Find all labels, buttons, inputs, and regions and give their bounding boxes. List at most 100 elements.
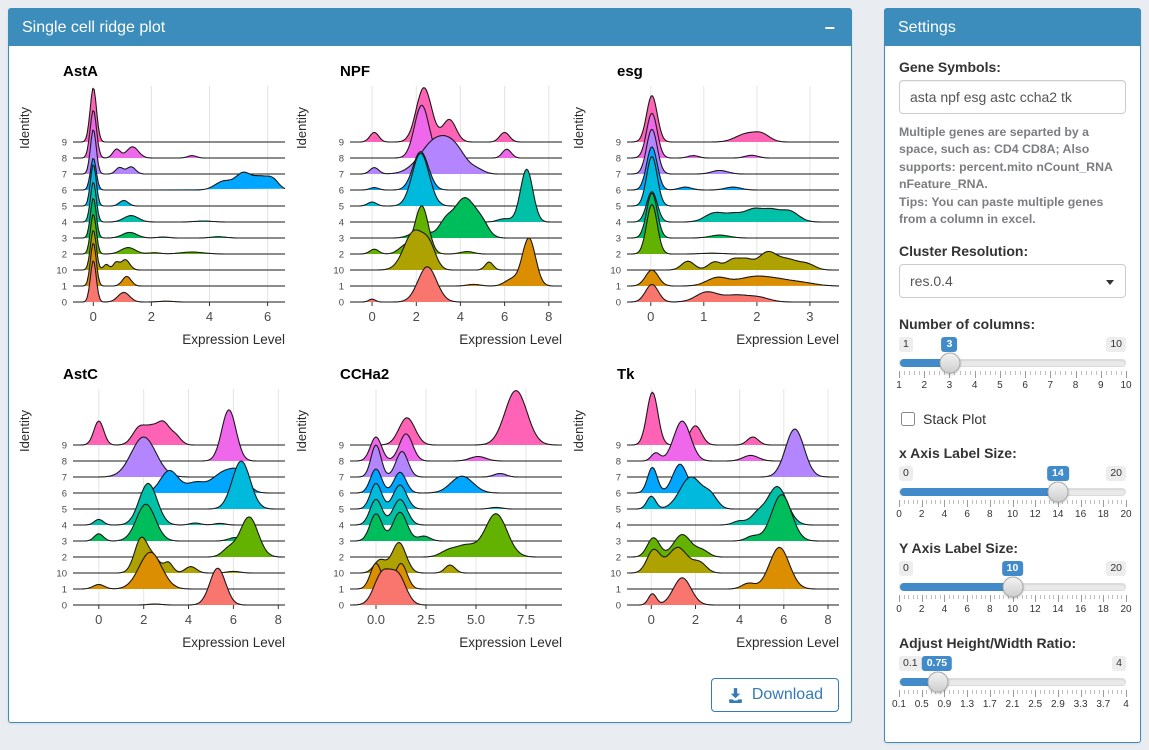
svg-text:4: 4 bbox=[616, 218, 621, 229]
settings-body: Gene Symbols: Multiple genes are separte… bbox=[885, 46, 1140, 743]
slider-track[interactable] bbox=[899, 481, 1126, 503]
slider-max-label: 20 bbox=[1106, 560, 1126, 576]
svg-text:2: 2 bbox=[339, 250, 344, 261]
gene-symbols-input[interactable] bbox=[899, 80, 1126, 114]
svg-text:5: 5 bbox=[62, 202, 67, 213]
svg-text:8: 8 bbox=[616, 154, 621, 165]
height-width-ratio-slider[interactable]: 0.1 4 0.75 0.1 0.5 0.9 1.3 1.7 2.1 2.5 2.9 3.3 3.… bbox=[892, 655, 1129, 716]
svg-text:7: 7 bbox=[339, 170, 344, 181]
svg-text:3: 3 bbox=[62, 234, 67, 245]
download-button-label: Download bbox=[751, 686, 823, 703]
cluster-resolution-select[interactable]: res.0.4 bbox=[899, 263, 1126, 298]
svg-text:10: 10 bbox=[56, 266, 67, 277]
svg-text:0: 0 bbox=[339, 601, 344, 612]
svg-text:0: 0 bbox=[62, 298, 67, 309]
slider-value-badge: 0.75 bbox=[921, 655, 953, 671]
svg-text:6: 6 bbox=[780, 612, 787, 627]
y-axis-label-size-slider[interactable]: 0 20 10 0 2 4 6 8 10 12 14 16 18 20 bbox=[896, 560, 1132, 621]
num-columns-label: Number of columns: bbox=[899, 315, 1036, 332]
ridge-plot-tk: 0 2 4 6 8 0 1 10 2 3 4 5 6 7 8 9 Tk Identity Expression Le… bbox=[569, 359, 846, 662]
svg-text:4: 4 bbox=[62, 521, 67, 532]
svg-text:8: 8 bbox=[616, 457, 621, 468]
slider-min-label: 1 bbox=[899, 336, 913, 352]
y-axis-label-size-slider-block: Y Axis Label Size: 0 20 10 0 2 4 6 8 10 12 14 16… bbox=[896, 540, 1132, 621]
svg-text:3: 3 bbox=[616, 234, 621, 245]
svg-text:6: 6 bbox=[62, 489, 67, 500]
svg-text:4: 4 bbox=[457, 309, 464, 324]
slider-grid: 0 2 4 6 8 10 12 14 16 18 20 bbox=[896, 499, 1132, 526]
slider-value-badge: 10 bbox=[1001, 560, 1024, 576]
download-row: Download bbox=[710, 678, 839, 712]
stack-plot-label: Stack Plot bbox=[923, 410, 987, 427]
svg-text:1: 1 bbox=[62, 585, 67, 596]
slider-min-label: 0 bbox=[899, 560, 913, 576]
num-columns-slider-block: Number of columns: 1 10 3 1 2 3 4 5 6 7 8 9 10 bbox=[896, 315, 1132, 397]
svg-text:Expression Level: Expression Level bbox=[182, 332, 285, 347]
slider-track[interactable] bbox=[899, 671, 1126, 693]
slider-value-badge: 3 bbox=[941, 336, 958, 352]
svg-text:1: 1 bbox=[700, 309, 707, 324]
svg-text:8: 8 bbox=[339, 154, 344, 165]
svg-text:Identity: Identity bbox=[571, 410, 586, 452]
caret-down-icon bbox=[1106, 279, 1114, 285]
svg-text:0: 0 bbox=[648, 612, 655, 627]
svg-text:8: 8 bbox=[62, 154, 67, 165]
slider-handle[interactable] bbox=[1047, 481, 1068, 503]
collapse-minus-icon[interactable]: − bbox=[824, 17, 835, 38]
svg-text:8: 8 bbox=[275, 612, 282, 627]
svg-text:Identity: Identity bbox=[294, 410, 309, 452]
x-axis-label-size-label: x Axis Label Size: bbox=[899, 444, 1017, 461]
svg-text:3: 3 bbox=[616, 537, 621, 548]
svg-text:5: 5 bbox=[339, 202, 344, 213]
svg-text:5: 5 bbox=[616, 202, 621, 213]
svg-text:3: 3 bbox=[339, 537, 344, 548]
svg-text:CCHa2: CCHa2 bbox=[340, 366, 389, 383]
slider-track[interactable] bbox=[899, 576, 1126, 598]
svg-text:6: 6 bbox=[264, 309, 271, 324]
svg-text:6: 6 bbox=[62, 186, 67, 197]
svg-text:5: 5 bbox=[616, 505, 621, 516]
slider-handle[interactable] bbox=[927, 671, 949, 693]
ridge-plot-grid: 0 2 4 6 0 1 10 2 3 4 5 6 7 8 9 AstA Identity Expression L… bbox=[15, 56, 851, 662]
ridge-plot-astc: 0 2 4 6 8 0 1 10 2 3 4 5 6 7 8 9 AstC Identity Expression … bbox=[15, 359, 292, 662]
svg-text:0: 0 bbox=[339, 298, 344, 309]
svg-text:4: 4 bbox=[185, 612, 192, 627]
svg-text:8: 8 bbox=[339, 457, 344, 468]
svg-text:AstA: AstA bbox=[63, 63, 98, 80]
svg-text:Tk: Tk bbox=[617, 366, 635, 383]
settings-card-header: Settings bbox=[885, 9, 1140, 46]
svg-text:7: 7 bbox=[616, 170, 621, 181]
height-width-ratio-label: Adjust Height/Width Ratio: bbox=[899, 634, 1077, 651]
num-columns-slider[interactable]: 1 10 3 1 2 3 4 5 6 7 8 9 10 bbox=[896, 336, 1132, 397]
svg-text:10: 10 bbox=[610, 266, 621, 277]
svg-text:4: 4 bbox=[736, 612, 743, 627]
download-icon bbox=[727, 687, 744, 704]
svg-text:9: 9 bbox=[339, 441, 344, 452]
svg-text:Expression Level: Expression Level bbox=[459, 332, 562, 347]
ridge-plot-card: Single cell ridge plot − 0 2 4 6 0 1 10 2 3 4 5 6 7 8… bbox=[8, 8, 852, 723]
settings-card: Settings Gene Symbols: Multiple genes ar… bbox=[884, 8, 1141, 743]
svg-text:6: 6 bbox=[339, 186, 344, 197]
svg-text:7: 7 bbox=[339, 473, 344, 484]
slider-handle[interactable] bbox=[939, 352, 961, 374]
slider-grid: 0.1 0.5 0.9 1.3 1.7 2.1 2.5 2.9 3.3 3.7 4 bbox=[892, 689, 1129, 716]
svg-text:2: 2 bbox=[616, 553, 621, 564]
svg-text:8: 8 bbox=[824, 612, 831, 627]
x-axis-label-size-slider[interactable]: 0 20 14 0 2 4 6 8 10 12 14 16 18 20 bbox=[896, 465, 1132, 526]
svg-text:6: 6 bbox=[616, 489, 621, 500]
svg-text:8: 8 bbox=[62, 457, 67, 468]
slider-handle[interactable] bbox=[1002, 576, 1023, 598]
slider-max-label: 4 bbox=[1112, 655, 1126, 671]
svg-text:4: 4 bbox=[339, 218, 344, 229]
plot-card-body: 0 2 4 6 0 1 10 2 3 4 5 6 7 8 9 AstA Identity Expression L… bbox=[9, 46, 851, 724]
slider-track[interactable] bbox=[899, 352, 1126, 374]
stack-plot-checkbox[interactable] bbox=[901, 411, 915, 426]
stack-plot-checkbox-row[interactable]: Stack Plot bbox=[901, 411, 1126, 427]
ridge-plot-esg: 0 1 2 3 0 1 10 2 3 4 5 6 7 8 9 esg Identity Expression Le… bbox=[569, 56, 846, 359]
cluster-resolution-label: Cluster Resolution: bbox=[899, 242, 1029, 259]
download-button[interactable]: Download bbox=[710, 678, 839, 712]
plot-card-title: Single cell ridge plot bbox=[22, 18, 166, 36]
svg-text:2: 2 bbox=[692, 612, 699, 627]
svg-text:NPF: NPF bbox=[340, 63, 370, 80]
svg-text:2: 2 bbox=[339, 553, 344, 564]
